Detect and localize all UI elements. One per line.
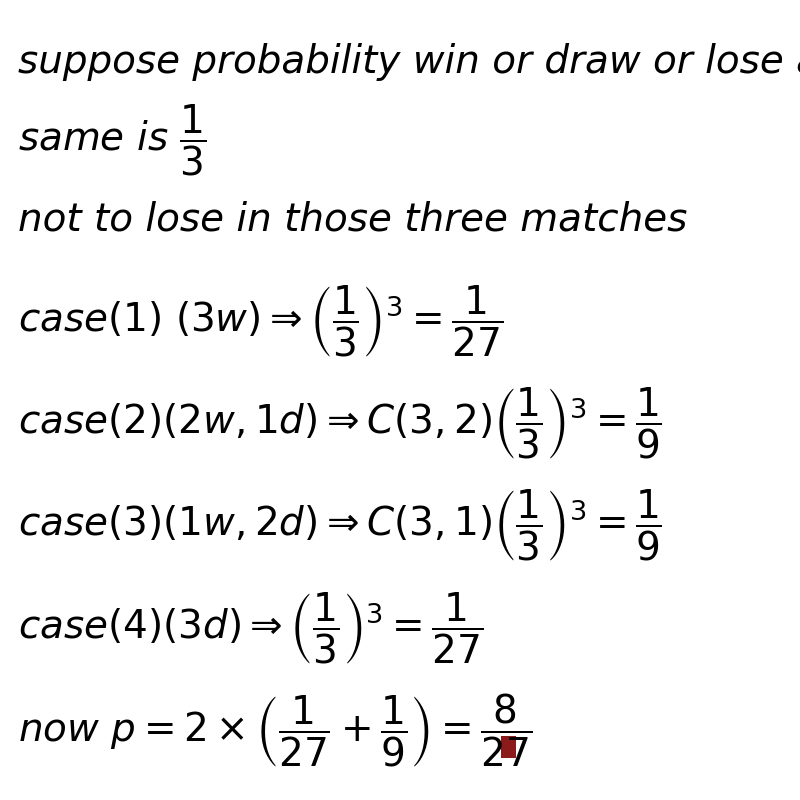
Text: $case(1)\ (3w)\Rightarrow\left(\dfrac{1}{3}\right)^3 = \dfrac{1}{27}$: $case(1)\ (3w)\Rightarrow\left(\dfrac{1}…: [18, 284, 503, 359]
Bar: [501, 737, 516, 758]
Text: $case(4)(3d)\Rightarrow\left(\dfrac{1}{3}\right)^3 =\dfrac{1}{27}$: $case(4)(3d)\Rightarrow\left(\dfrac{1}{3…: [18, 590, 483, 666]
Text: same is $\dfrac{1}{3}$: same is $\dfrac{1}{3}$: [18, 103, 206, 178]
Text: $case(2)(2w,1d)\Rightarrow C(3,2)\left(\dfrac{1}{3}\right)^3 = \dfrac{1}{9}$: $case(2)(2w,1d)\Rightarrow C(3,2)\left(\…: [18, 386, 662, 462]
Text: suppose probability win or draw or lose are: suppose probability win or draw or lose …: [18, 43, 800, 81]
Text: $case(3)(1w,2d)\Rightarrow C(3,1)\left(\dfrac{1}{3}\right)^3 = \dfrac{1}{9}$: $case(3)(1w,2d)\Rightarrow C(3,1)\left(\…: [18, 488, 662, 563]
Text: not to lose in those three matches: not to lose in those three matches: [18, 200, 687, 238]
Text: $now\ p = 2\times\left(\dfrac{1}{27}+\dfrac{1}{9}\right) = \dfrac{8}{27}$: $now\ p = 2\times\left(\dfrac{1}{27}+\df…: [18, 691, 533, 769]
